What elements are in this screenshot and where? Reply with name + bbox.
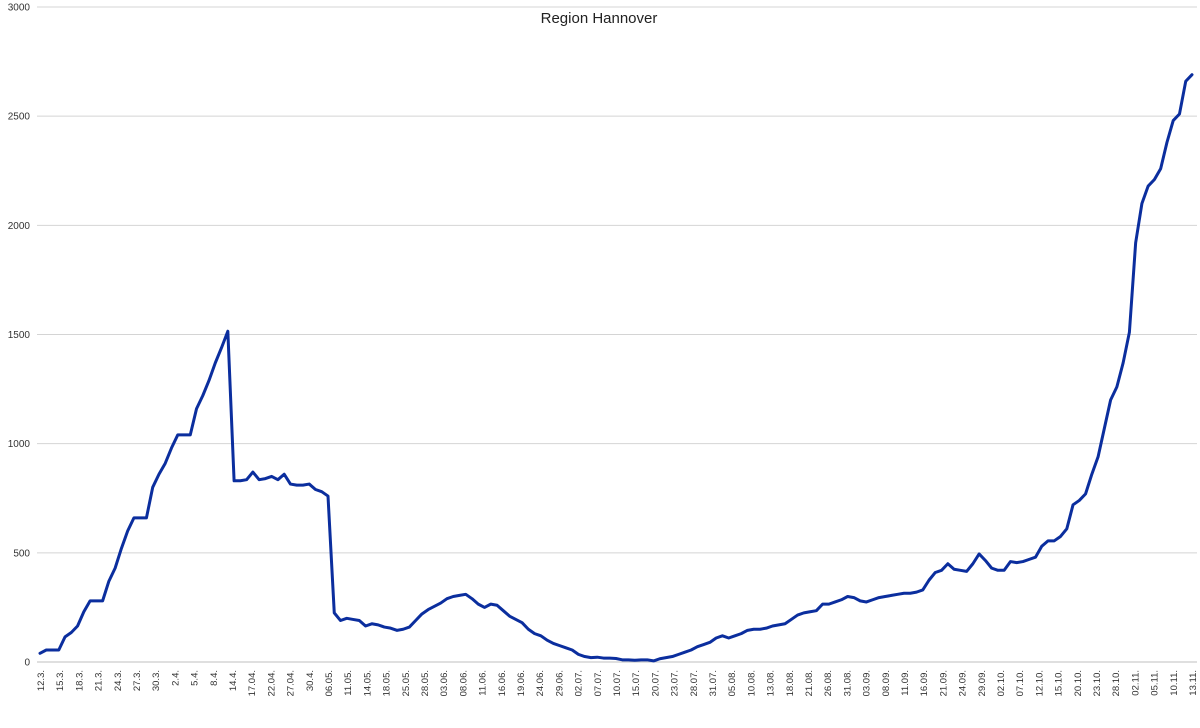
x-tick-label: 23.10. (1092, 670, 1103, 696)
x-tick-label: 12.3. (36, 670, 47, 691)
x-tick-label: 26.08. (823, 670, 834, 696)
x-tick-label: 28.10. (1111, 670, 1122, 696)
series-line (38, 73, 1194, 663)
x-tick-label: 14.05. (362, 670, 373, 696)
x-tick-label: 16.06. (497, 670, 508, 696)
x-tick-label: 24.09. (958, 670, 969, 696)
y-tick-label: 2000 (8, 221, 31, 232)
x-tick-label: 28.05. (420, 670, 431, 696)
x-tick-label: 8.4. (209, 670, 220, 686)
x-tick-label: 21.3. (94, 670, 105, 691)
x-tick-label: 17.04. (247, 670, 258, 696)
x-tick-label: 21.08. (804, 670, 815, 696)
x-tick-label: 5.4. (190, 670, 201, 686)
x-tick-label: 2.4. (170, 670, 181, 686)
chart-title: Region Hannover (541, 10, 658, 27)
x-tick-label: 02.10. (996, 670, 1007, 696)
x-tick-label: 11.09. (900, 670, 911, 696)
x-tick-label: 11.05. (343, 670, 354, 696)
data-points (39, 74, 1193, 662)
grid-lines (37, 6, 1197, 554)
x-tick-label: 23.07. (670, 670, 681, 696)
x-tick-label: 27.3. (132, 670, 143, 691)
x-tick-label: 07.10. (1015, 670, 1026, 696)
x-tick-label: 11.06. (478, 670, 489, 696)
x-tick-label: 10.07. (612, 670, 623, 696)
x-tick-label: 24.3. (113, 670, 124, 691)
x-tick-label: 02.11. (1130, 670, 1141, 696)
x-tick-label: 18.08. (785, 670, 796, 696)
x-tick-label: 15.3. (55, 670, 66, 691)
x-tick-label: 03.06. (439, 670, 450, 696)
x-tick-label: 29.06. (554, 670, 565, 696)
x-tick-label: 18.05. (382, 670, 393, 696)
x-tick-label: 25.05. (401, 670, 412, 696)
x-tick-label: 14.4. (228, 670, 239, 691)
x-tick-label: 18.3. (74, 670, 85, 691)
y-tick-label: 2500 (8, 112, 31, 123)
x-tick-label: 05.11. (1150, 670, 1161, 696)
x-tick-label: 13.08. (766, 670, 777, 696)
y-tick-label: 1500 (8, 330, 31, 341)
x-tick-label: 10.11. (1169, 670, 1180, 696)
x-tick-label: 19.06. (516, 670, 527, 696)
x-tick-label: 08.09. (881, 670, 892, 696)
x-tick-label: 13.11. (1188, 670, 1199, 696)
x-tick-label: 07.07. (593, 670, 604, 696)
x-tick-label: 08.06. (458, 670, 469, 696)
y-tick-label: 3000 (8, 3, 31, 14)
x-tick-label: 21.09. (938, 670, 949, 696)
x-tick-label: 15.10. (1054, 670, 1065, 696)
x-tick-label: 30.4. (305, 670, 316, 691)
x-tick-label: 24.06. (535, 670, 546, 696)
x-tick-label: 15.07. (631, 670, 642, 696)
x-tick-label: 28.07. (689, 670, 700, 696)
x-tick-label: 05.08. (727, 670, 738, 696)
x-tick-label: 02.07. (574, 670, 585, 696)
x-axis: 12.3. 15.3. 18.3. 21.3. 24.3. 27.3. 30.3. 2.4. 5… (36, 670, 1199, 696)
y-tick-label: 1000 (8, 439, 31, 450)
y-tick-label: 500 (13, 548, 30, 559)
x-tick-label: 27.04. (286, 670, 297, 696)
x-tick-label: 29.09. (977, 670, 988, 696)
y-tick-label: 0 (24, 658, 30, 669)
x-tick-label: 31.07. (708, 670, 719, 696)
x-tick-label: 12.10. (1034, 670, 1045, 696)
x-tick-label: 20.10. (1073, 670, 1084, 696)
x-tick-label: 10.08. (746, 670, 757, 696)
x-tick-label: 31.08. (842, 670, 853, 696)
x-tick-label: 30.3. (151, 670, 162, 691)
x-tick-label: 06.05. (324, 670, 335, 696)
x-tick-label: 16.09. (919, 670, 930, 696)
x-tick-label: 20.07. (650, 670, 661, 696)
x-tick-label: 22.04. (266, 670, 277, 696)
x-tick-label: 03.09. (862, 670, 873, 696)
y-axis: 0 500 1000 1500 2000 2500 3000 (8, 3, 31, 669)
